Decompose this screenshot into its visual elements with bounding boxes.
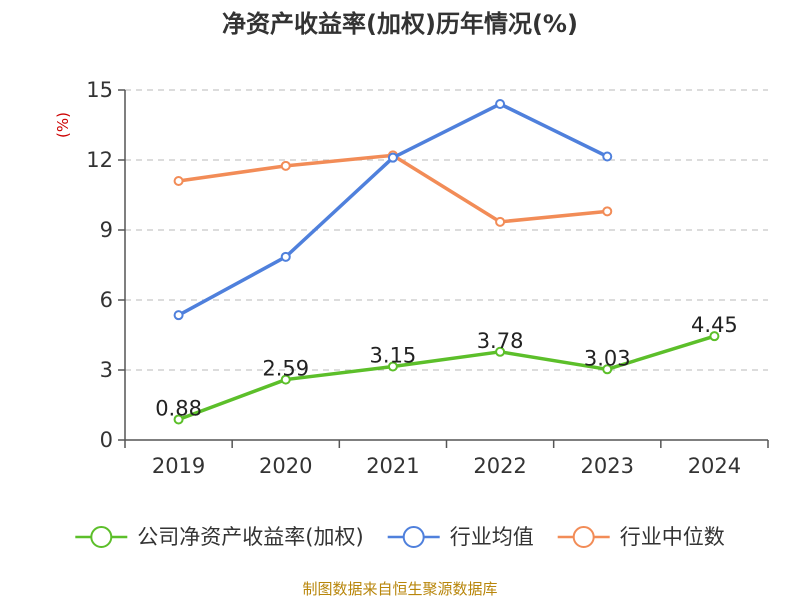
data-point[interactable] [602,364,613,375]
data-point[interactable] [709,331,720,342]
data-point[interactable] [173,176,184,186]
data-label: 3.15 [370,344,417,368]
x-tick-label: 2022 [473,454,526,478]
data-point[interactable] [280,160,291,171]
data-point[interactable] [495,216,506,227]
data-label: 0.88 [155,396,202,420]
y-tick-label: 3 [100,358,113,382]
data-label: 4.45 [691,313,738,337]
series-line [178,153,608,224]
data-point[interactable] [495,346,506,357]
series-line [177,334,715,422]
series-公司净资产收益率(加权) [173,331,720,425]
series-layer [173,99,720,425]
chart-title: 净资产收益率(加权)历年情况(%) [222,10,578,38]
axes: 0 3 6 9 12 15 2019 2020 2021 2022 2023 2024 [86,78,769,478]
y-tick-label: 0 [100,428,113,452]
y-tick-label: 15 [86,78,113,102]
y-axis-unit: (%) [54,112,72,138]
x-tick-label: 2023 [581,454,634,478]
legend-item[interactable]: 行业中位数 [557,525,725,549]
x-tick-label: 2021 [366,454,419,478]
y-tick-label: 9 [100,218,113,242]
data-point[interactable] [280,374,291,385]
data-point[interactable] [280,251,291,262]
data-point[interactable] [602,206,613,217]
data-label: 3.03 [584,346,631,370]
data-point[interactable] [173,414,184,425]
data-label: 2.59 [262,357,309,381]
y-tick-label: 6 [100,288,113,312]
data-point[interactable] [495,99,506,109]
data-point[interactable] [602,151,613,162]
data-point[interactable] [387,152,398,163]
data-labels: 0.88 2.59 3.15 3.78 3.03 4.45 [155,313,738,420]
legend-marker [90,526,113,548]
y-tick-label: 12 [86,148,113,172]
legend-label: 行业均值 [450,525,534,549]
legend-item[interactable]: 公司净资产收益率(加权) [75,525,364,549]
data-point[interactable] [387,361,398,372]
legend-marker [402,526,425,548]
legend-item[interactable]: 行业均值 [387,525,534,549]
data-label: 3.78 [477,329,524,353]
legend-label: 行业中位数 [620,525,725,549]
data-point[interactable] [173,310,184,321]
legend-label: 公司净资产收益率(加权) [137,525,363,549]
x-tick-label: 2020 [259,454,312,478]
series-line [177,102,609,317]
series-行业均值 [173,99,613,321]
legend[interactable]: 公司净资产收益率(加权) 行业均值 行业中位数 [75,525,725,549]
legend-marker [572,526,595,548]
x-tick-label: 2024 [688,454,741,478]
x-tick-label: 2019 [152,454,205,478]
gridlines [125,89,768,371]
data-source-note: 制图数据来自恒生聚源数据库 [302,580,497,598]
